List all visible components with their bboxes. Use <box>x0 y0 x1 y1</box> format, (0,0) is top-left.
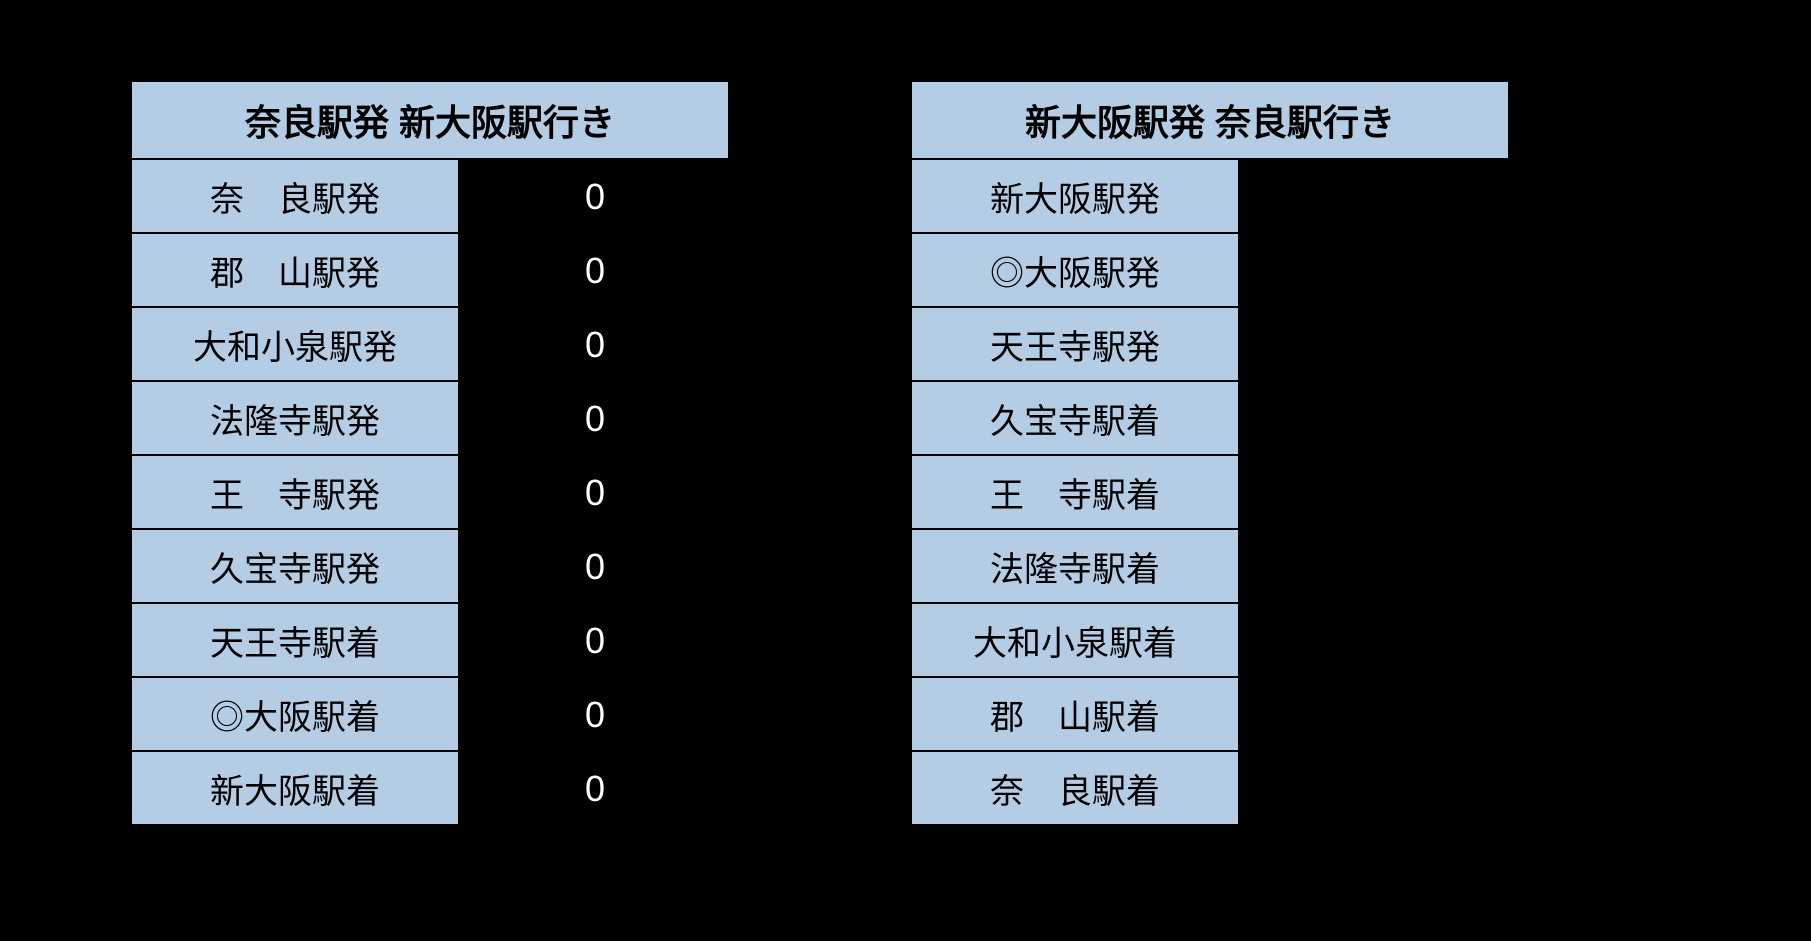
table-row: ◎大阪駅発 <box>910 234 1510 308</box>
table-row: 郡 山駅発 0 <box>130 234 730 308</box>
table-row: 大和小泉駅発 0 <box>130 308 730 382</box>
station-cell: 奈 良駅発 <box>130 160 460 234</box>
station-cell: 天王寺駅着 <box>130 604 460 678</box>
value-cell <box>1240 308 1510 382</box>
station-cell: 法隆寺駅着 <box>910 530 1240 604</box>
value-cell: 0 <box>460 160 730 234</box>
right-table-header: 新大阪駅発 奈良駅行き <box>910 80 1510 160</box>
table-row: 天王寺駅着 0 <box>130 604 730 678</box>
table-row: 奈 良駅着 <box>910 752 1510 826</box>
station-cell: 久宝寺駅着 <box>910 382 1240 456</box>
station-cell: 久宝寺駅発 <box>130 530 460 604</box>
station-cell: 奈 良駅着 <box>910 752 1240 826</box>
table-row: ◎大阪駅着 0 <box>130 678 730 752</box>
value-cell <box>1240 234 1510 308</box>
station-cell: 郡 山駅発 <box>130 234 460 308</box>
value-cell <box>1240 530 1510 604</box>
value-cell <box>1240 160 1510 234</box>
value-cell: 0 <box>460 530 730 604</box>
value-cell <box>1240 604 1510 678</box>
value-cell: 0 <box>460 234 730 308</box>
value-cell <box>1240 678 1510 752</box>
value-cell <box>1240 456 1510 530</box>
table-row: 郡 山駅着 <box>910 678 1510 752</box>
table-row: 久宝寺駅着 <box>910 382 1510 456</box>
left-table-header: 奈良駅発 新大阪駅行き <box>130 80 730 160</box>
station-cell: 天王寺駅発 <box>910 308 1240 382</box>
station-cell: ◎大阪駅着 <box>130 678 460 752</box>
table-row: 新大阪駅発 <box>910 160 1510 234</box>
value-cell: 0 <box>460 456 730 530</box>
value-cell: 0 <box>460 308 730 382</box>
value-cell: 0 <box>460 382 730 456</box>
timetable-container: 奈良駅発 新大阪駅行き 奈 良駅発 0 郡 山駅発 0 大和小泉駅発 0 法隆寺… <box>130 80 1510 826</box>
station-cell: 法隆寺駅発 <box>130 382 460 456</box>
table-row: 天王寺駅発 <box>910 308 1510 382</box>
station-cell: 王 寺駅着 <box>910 456 1240 530</box>
timetable-left: 奈良駅発 新大阪駅行き 奈 良駅発 0 郡 山駅発 0 大和小泉駅発 0 法隆寺… <box>130 80 730 826</box>
value-cell <box>1240 382 1510 456</box>
value-cell <box>1240 752 1510 826</box>
table-row: 新大阪駅着 0 <box>130 752 730 826</box>
station-cell: 新大阪駅着 <box>130 752 460 826</box>
station-cell: 新大阪駅発 <box>910 160 1240 234</box>
value-cell: 0 <box>460 604 730 678</box>
value-cell: 0 <box>460 752 730 826</box>
timetable-right: 新大阪駅発 奈良駅行き 新大阪駅発 ◎大阪駅発 天王寺駅発 久宝寺駅着 王 寺駅… <box>910 80 1510 826</box>
table-row: 法隆寺駅発 0 <box>130 382 730 456</box>
table-row: 王 寺駅発 0 <box>130 456 730 530</box>
station-cell: 郡 山駅着 <box>910 678 1240 752</box>
table-row: 久宝寺駅発 0 <box>130 530 730 604</box>
station-cell: 大和小泉駅着 <box>910 604 1240 678</box>
value-cell: 0 <box>460 678 730 752</box>
table-row: 法隆寺駅着 <box>910 530 1510 604</box>
station-cell: 王 寺駅発 <box>130 456 460 530</box>
station-cell: ◎大阪駅発 <box>910 234 1240 308</box>
table-row: 奈 良駅発 0 <box>130 160 730 234</box>
table-row: 大和小泉駅着 <box>910 604 1510 678</box>
table-row: 王 寺駅着 <box>910 456 1510 530</box>
station-cell: 大和小泉駅発 <box>130 308 460 382</box>
